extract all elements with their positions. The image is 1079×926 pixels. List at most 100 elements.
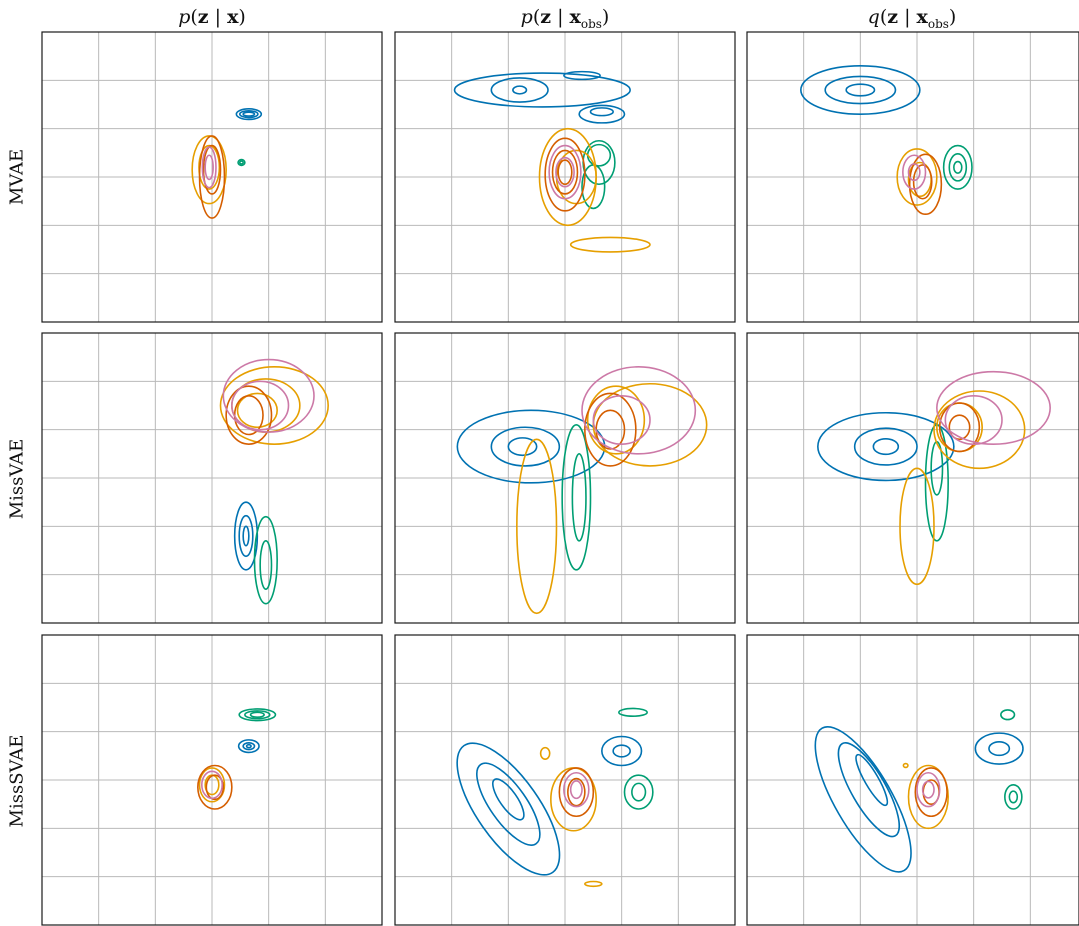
title-open: ( <box>190 6 198 28</box>
contour-green <box>618 707 648 718</box>
title-close: ) <box>238 6 246 28</box>
contour-orange <box>586 385 646 455</box>
panel-r1-c1 <box>394 332 736 624</box>
contour-pink <box>231 380 290 431</box>
panel-r1-c0 <box>41 332 383 624</box>
contour-vermillion <box>225 385 273 445</box>
contour-blue <box>601 735 643 767</box>
title-x: x <box>227 6 239 28</box>
contour-blue <box>578 104 626 124</box>
panel-plot-area <box>395 333 735 623</box>
contour-orange <box>896 148 938 206</box>
contour-pink <box>592 395 651 445</box>
contour-blue <box>845 83 876 97</box>
title-close: ) <box>948 6 957 28</box>
contour-green <box>238 708 277 722</box>
contour-green <box>237 158 246 167</box>
contour-vermillion <box>544 137 586 212</box>
contour-blue <box>456 409 606 484</box>
contour-pink <box>201 146 217 189</box>
contour-vermillion <box>567 777 586 807</box>
contour-vermillion <box>584 392 637 467</box>
contour-green <box>561 424 592 571</box>
title-fn: p <box>178 6 191 28</box>
title-sub: obs <box>927 16 949 31</box>
column-title-q-z-given-xobs: q(z | xobs) <box>868 6 957 31</box>
contour-vermillion <box>202 144 222 195</box>
contour-orange <box>907 764 949 830</box>
title-bar: | <box>551 6 570 28</box>
contour-pink <box>548 144 582 200</box>
contour-vermillion <box>205 774 225 801</box>
contour-pink <box>563 771 590 808</box>
contour-orange <box>198 767 226 803</box>
contour-blue <box>974 732 1024 765</box>
panel-plot-area <box>42 635 382 925</box>
contour-vermillion <box>558 767 595 818</box>
column-title-p-z-given-x: p(z | x) <box>178 6 246 28</box>
contour-blue <box>872 438 900 456</box>
panel-frame <box>394 634 736 926</box>
contour-vermillion <box>914 767 948 818</box>
contour-vermillion <box>948 414 971 441</box>
panel-r1-c2 <box>746 332 1079 624</box>
contour-blue <box>245 743 252 749</box>
contour-vermillion <box>908 153 943 216</box>
contour-green <box>238 160 244 165</box>
contour-blue <box>490 426 561 467</box>
contour-blue <box>242 111 256 117</box>
title-z: z <box>887 6 899 28</box>
contour-orange <box>198 144 221 190</box>
contour-blue <box>988 741 1011 757</box>
contour-pink <box>907 163 921 182</box>
panel-r2-c0 <box>41 634 383 926</box>
contour-blue <box>814 725 912 873</box>
contour-green <box>582 139 616 186</box>
contour-pink <box>222 358 315 433</box>
title-bar: | <box>898 6 917 28</box>
title-open: ( <box>879 6 888 28</box>
title-fn: p <box>520 6 533 28</box>
panel-r2-c1 <box>394 634 736 926</box>
contour-green <box>571 453 587 542</box>
panel-plot-area <box>42 333 382 623</box>
panel-r0-c0 <box>41 31 383 323</box>
contour-green <box>953 160 963 174</box>
contour-blue <box>612 744 631 758</box>
contour-orange <box>219 366 329 445</box>
contour-blue <box>238 514 254 558</box>
contour-green <box>253 515 278 605</box>
column-title-p-z-given-xobs: p(z | xobs) <box>521 6 610 31</box>
contour-blue <box>817 411 955 482</box>
contour-blue <box>589 107 614 117</box>
contour-blue <box>476 762 541 846</box>
contour-pink <box>581 366 697 455</box>
title-z: z <box>197 6 209 28</box>
contour-blue <box>453 72 631 108</box>
panel-plot-area <box>395 635 735 925</box>
contour-orange <box>191 135 227 205</box>
contour-blue <box>800 65 921 115</box>
title-z: z <box>540 6 552 28</box>
contour-orange <box>539 746 551 761</box>
panel-frame <box>394 332 736 624</box>
contour-green <box>244 710 271 720</box>
panel-plot-area <box>747 333 1079 623</box>
title-x: x <box>569 6 581 28</box>
contour-blue <box>235 108 263 121</box>
contour-pink <box>569 780 583 800</box>
contour-green <box>1000 709 1016 721</box>
contour-pink <box>902 154 927 190</box>
contour-green <box>259 540 273 590</box>
panel-plot-area <box>747 32 1079 322</box>
title-bar: | <box>208 6 228 28</box>
contour-blue <box>512 85 528 95</box>
title-sub: obs <box>580 16 602 31</box>
contour-vermillion <box>551 149 579 195</box>
contour-green <box>631 782 647 802</box>
contour-green <box>623 774 654 810</box>
contour-blue <box>507 437 538 457</box>
title-open: ( <box>532 6 541 28</box>
panel-plot-area <box>747 635 1079 925</box>
